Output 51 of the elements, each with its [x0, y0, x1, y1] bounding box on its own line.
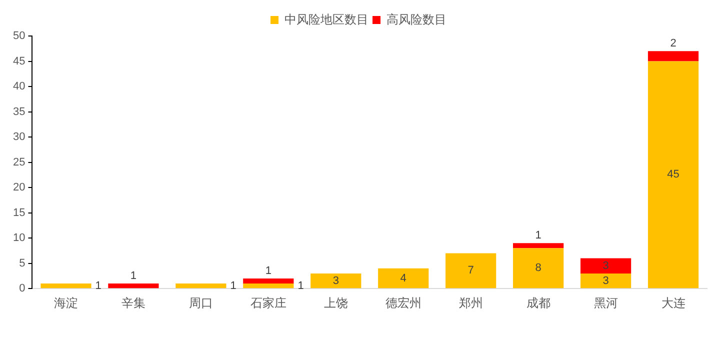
y-tick-label: 5: [19, 257, 26, 270]
data-label: 1: [95, 280, 102, 292]
x-tick-label: 上饶: [324, 296, 348, 310]
data-label: 8: [535, 262, 542, 274]
data-label: 45: [667, 168, 680, 181]
y-tick-label: 15: [12, 206, 26, 219]
x-tick-label: 周口: [188, 296, 213, 310]
data-label: 1: [130, 270, 137, 282]
x-tick-label: 郑州: [458, 296, 483, 310]
y-tick-label: 25: [12, 156, 26, 168]
bar: [580, 258, 632, 274]
x-tick-label: 大连: [661, 296, 686, 310]
bar: [648, 51, 699, 62]
data-label: 2: [670, 38, 676, 50]
y-tick-label: 35: [12, 106, 26, 118]
y-tick-label: 45: [12, 55, 26, 68]
bar: [310, 273, 362, 288]
data-label: 4: [400, 272, 406, 284]
x-tick-label: 德宏州: [385, 296, 422, 310]
y-tick-label: 0: [19, 282, 26, 295]
data-label: 1: [265, 265, 272, 278]
y-tick-label: 50: [12, 30, 26, 42]
bar: [513, 248, 564, 288]
bar: [378, 268, 429, 288]
x-tick-label: 石家庄: [250, 296, 286, 310]
bar: [243, 284, 294, 288]
legend-label: 中风险地区数目: [284, 12, 368, 26]
bar: [580, 273, 632, 288]
bar: [108, 284, 159, 288]
data-label: 7: [468, 264, 474, 277]
data-label: 3: [332, 274, 339, 287]
data-label: 1: [298, 280, 304, 292]
legend-label: 高风险数目: [386, 12, 446, 26]
y-tick-label: 30: [12, 131, 26, 144]
bar: [648, 61, 699, 288]
data-label: 1: [535, 230, 542, 242]
bar: [243, 278, 294, 284]
data-label: 1: [230, 280, 236, 292]
bar: [40, 284, 92, 288]
x-tick-label: 辛集: [121, 296, 146, 310]
bar: [446, 253, 496, 288]
y-tick-label: 10: [12, 232, 26, 244]
y-tick-label: 20: [12, 182, 26, 194]
bar: [176, 284, 226, 288]
y-tick-label: 40: [12, 80, 26, 93]
x-tick-label: 成都: [526, 296, 550, 310]
data-label: 3: [602, 274, 609, 287]
x-tick-label: 黑河: [594, 296, 618, 310]
x-tick-label: 海淀: [54, 296, 78, 310]
bar: [513, 243, 564, 248]
data-label: 3: [602, 260, 609, 272]
